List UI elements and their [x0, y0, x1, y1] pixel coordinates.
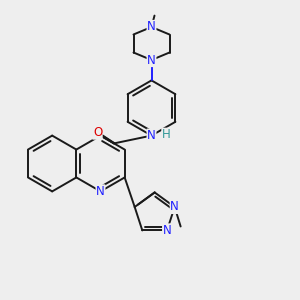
Text: N: N — [147, 20, 156, 34]
Text: N: N — [147, 53, 156, 67]
Text: N: N — [147, 129, 156, 142]
Text: N: N — [96, 185, 105, 198]
Text: N: N — [163, 224, 171, 237]
Text: N: N — [170, 200, 179, 214]
Text: H: H — [161, 128, 170, 141]
Text: O: O — [93, 126, 102, 139]
